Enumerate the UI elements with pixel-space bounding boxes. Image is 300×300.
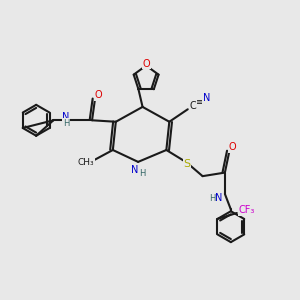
Text: CH₃: CH₃ <box>78 158 94 167</box>
Text: N: N <box>215 193 223 203</box>
Text: O: O <box>142 59 150 69</box>
Text: ≡: ≡ <box>196 97 204 106</box>
Text: N: N <box>62 112 70 122</box>
Text: O: O <box>229 142 236 152</box>
Text: N: N <box>131 165 138 175</box>
Text: H: H <box>209 194 216 203</box>
Text: C: C <box>190 101 196 111</box>
Text: S: S <box>184 159 191 169</box>
Text: O: O <box>94 90 102 100</box>
Text: CF₃: CF₃ <box>239 205 255 215</box>
Text: N: N <box>203 93 211 103</box>
Text: H: H <box>63 119 69 128</box>
Text: H: H <box>139 169 145 178</box>
